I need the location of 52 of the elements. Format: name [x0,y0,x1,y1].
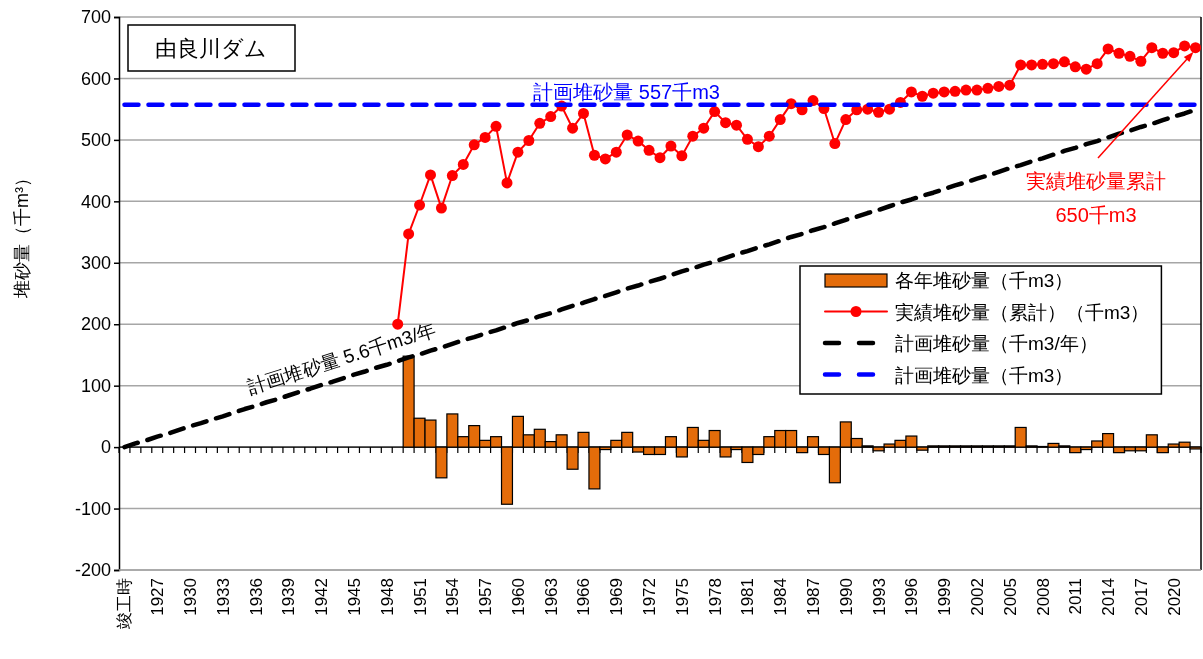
y-tick-label: -100 [74,498,111,519]
annotation: 計画堆砂量 5.6千m3/年 [245,318,439,398]
x-tick-label: 1936 [246,578,266,616]
text: 由良川ダム [155,36,267,61]
y-tick-label: 200 [80,314,111,335]
y-tick-label: -200 [74,560,111,581]
x-tick-label: 1972 [640,578,660,616]
x-tick-label: 1939 [279,578,299,616]
legend-label: 計画堆砂量（千m3） [895,364,1074,386]
x-tick-label: 1957 [476,578,496,616]
legend-label: 実績堆砂量（累計）（千m3） [895,301,1150,323]
y-tick-label: 300 [80,253,111,274]
x-tick-label: 1930 [181,578,201,616]
x-tick-label: 1945 [344,578,364,616]
legend-label: 計画堆砂量（千m3/年） [895,333,1098,354]
x-tick-label: 1999 [935,578,955,616]
x-tick-label: 1963 [541,578,561,616]
y-tick-label: 400 [80,191,111,212]
x-tick-label: 1954 [443,578,463,616]
x-tick-label: 1933 [213,578,233,616]
x-tick-label: 2014 [1099,578,1119,616]
x-tick-label: 1993 [869,578,889,616]
x-tick-label: 1978 [705,578,725,616]
x-tick-label: 2008 [1033,578,1053,616]
annotation: 計画堆砂量 557千m3 [533,80,720,103]
y-tick-label: 100 [80,375,111,396]
x-tick-label: 2017 [1131,578,1151,616]
x-tick-label: 1981 [738,578,758,616]
y-axis-title: 堆砂量（千m³） [12,169,32,299]
x-tick-label: 2020 [1164,578,1184,616]
y-tick-label: 0 [100,437,111,458]
x-tick-label: 竣工時 [115,578,135,629]
x-tick-label: 1966 [574,578,594,616]
x-tick-label: 2011 [1066,578,1086,615]
x-tick-label: 1948 [377,578,397,616]
y-tick-label: 700 [80,7,111,28]
x-tick-label: 1984 [771,578,791,616]
x-tick-label: 1990 [836,578,856,616]
x-tick-label: 1927 [148,578,168,616]
x-tick-label: 2002 [967,578,987,616]
y-tick-label: 600 [80,68,111,89]
y-tick-label: 500 [80,130,111,151]
x-tick-label: 1987 [804,578,824,616]
x-tick-label: 2005 [1000,578,1020,616]
annotation: 実績堆砂量累計 650千m3 [1026,170,1166,226]
x-tick-label: 1942 [312,578,332,616]
legend-label: 各年堆砂量（千m3） [895,270,1074,291]
x-tick-label: 1975 [672,578,692,616]
x-tick-label: 1969 [607,578,627,616]
x-tick-label: 1960 [508,578,528,616]
x-tick-label: 1996 [902,578,922,616]
x-tick-label: 1951 [410,578,430,616]
